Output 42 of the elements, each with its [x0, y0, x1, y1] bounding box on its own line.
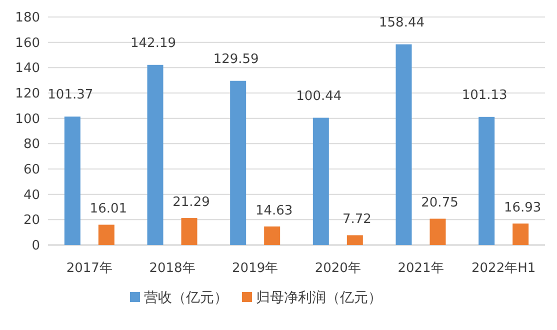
bar [264, 226, 280, 245]
data-label: 158.44 [379, 15, 424, 30]
data-label: 101.13 [462, 88, 508, 103]
x-tick-label: 2019年 [232, 261, 278, 276]
legend-label: 归母净利润（亿元） [256, 290, 382, 306]
y-tick-label: 120 [15, 86, 40, 102]
x-tick-label: 2018年 [149, 261, 196, 276]
data-label: 129.59 [213, 52, 259, 67]
data-label: 20.75 [421, 196, 458, 211]
bar [98, 224, 114, 245]
y-tick-label: 80 [23, 137, 40, 152]
bar [396, 44, 412, 245]
bar [147, 64, 164, 245]
x-tick-label: 2022年H1 [472, 261, 536, 276]
bar [346, 235, 363, 245]
bar [64, 116, 80, 245]
legend-label: 营收（亿元） [144, 290, 228, 306]
y-tick-label: 20 [23, 213, 40, 228]
bar [230, 80, 246, 245]
x-tick-label: 2021年 [398, 261, 444, 276]
y-tick-label: 40 [23, 188, 40, 203]
data-label: 100.44 [296, 88, 342, 104]
data-label: 142.19 [130, 36, 176, 51]
bar [478, 116, 495, 245]
x-tick-label: 2017年 [66, 261, 112, 276]
data-label: 14.63 [255, 203, 293, 218]
y-tick-label: 180 [15, 10, 40, 26]
y-tick-label: 140 [15, 61, 40, 76]
bar [430, 218, 446, 245]
bar [312, 118, 329, 245]
data-label: 7.72 [342, 212, 372, 228]
data-label: 21.29 [172, 195, 210, 210]
data-label: 101.37 [48, 88, 94, 103]
bar [512, 224, 529, 245]
bar [181, 218, 198, 245]
y-tick-label: 0 [32, 238, 40, 254]
y-tick-label: 100 [15, 112, 40, 127]
x-tick-label: 2020年 [314, 261, 361, 276]
y-tick-label: 60 [23, 162, 40, 178]
data-label: 16.01 [90, 202, 128, 217]
y-tick-label: 160 [15, 36, 40, 51]
data-label: 16.93 [504, 200, 542, 216]
